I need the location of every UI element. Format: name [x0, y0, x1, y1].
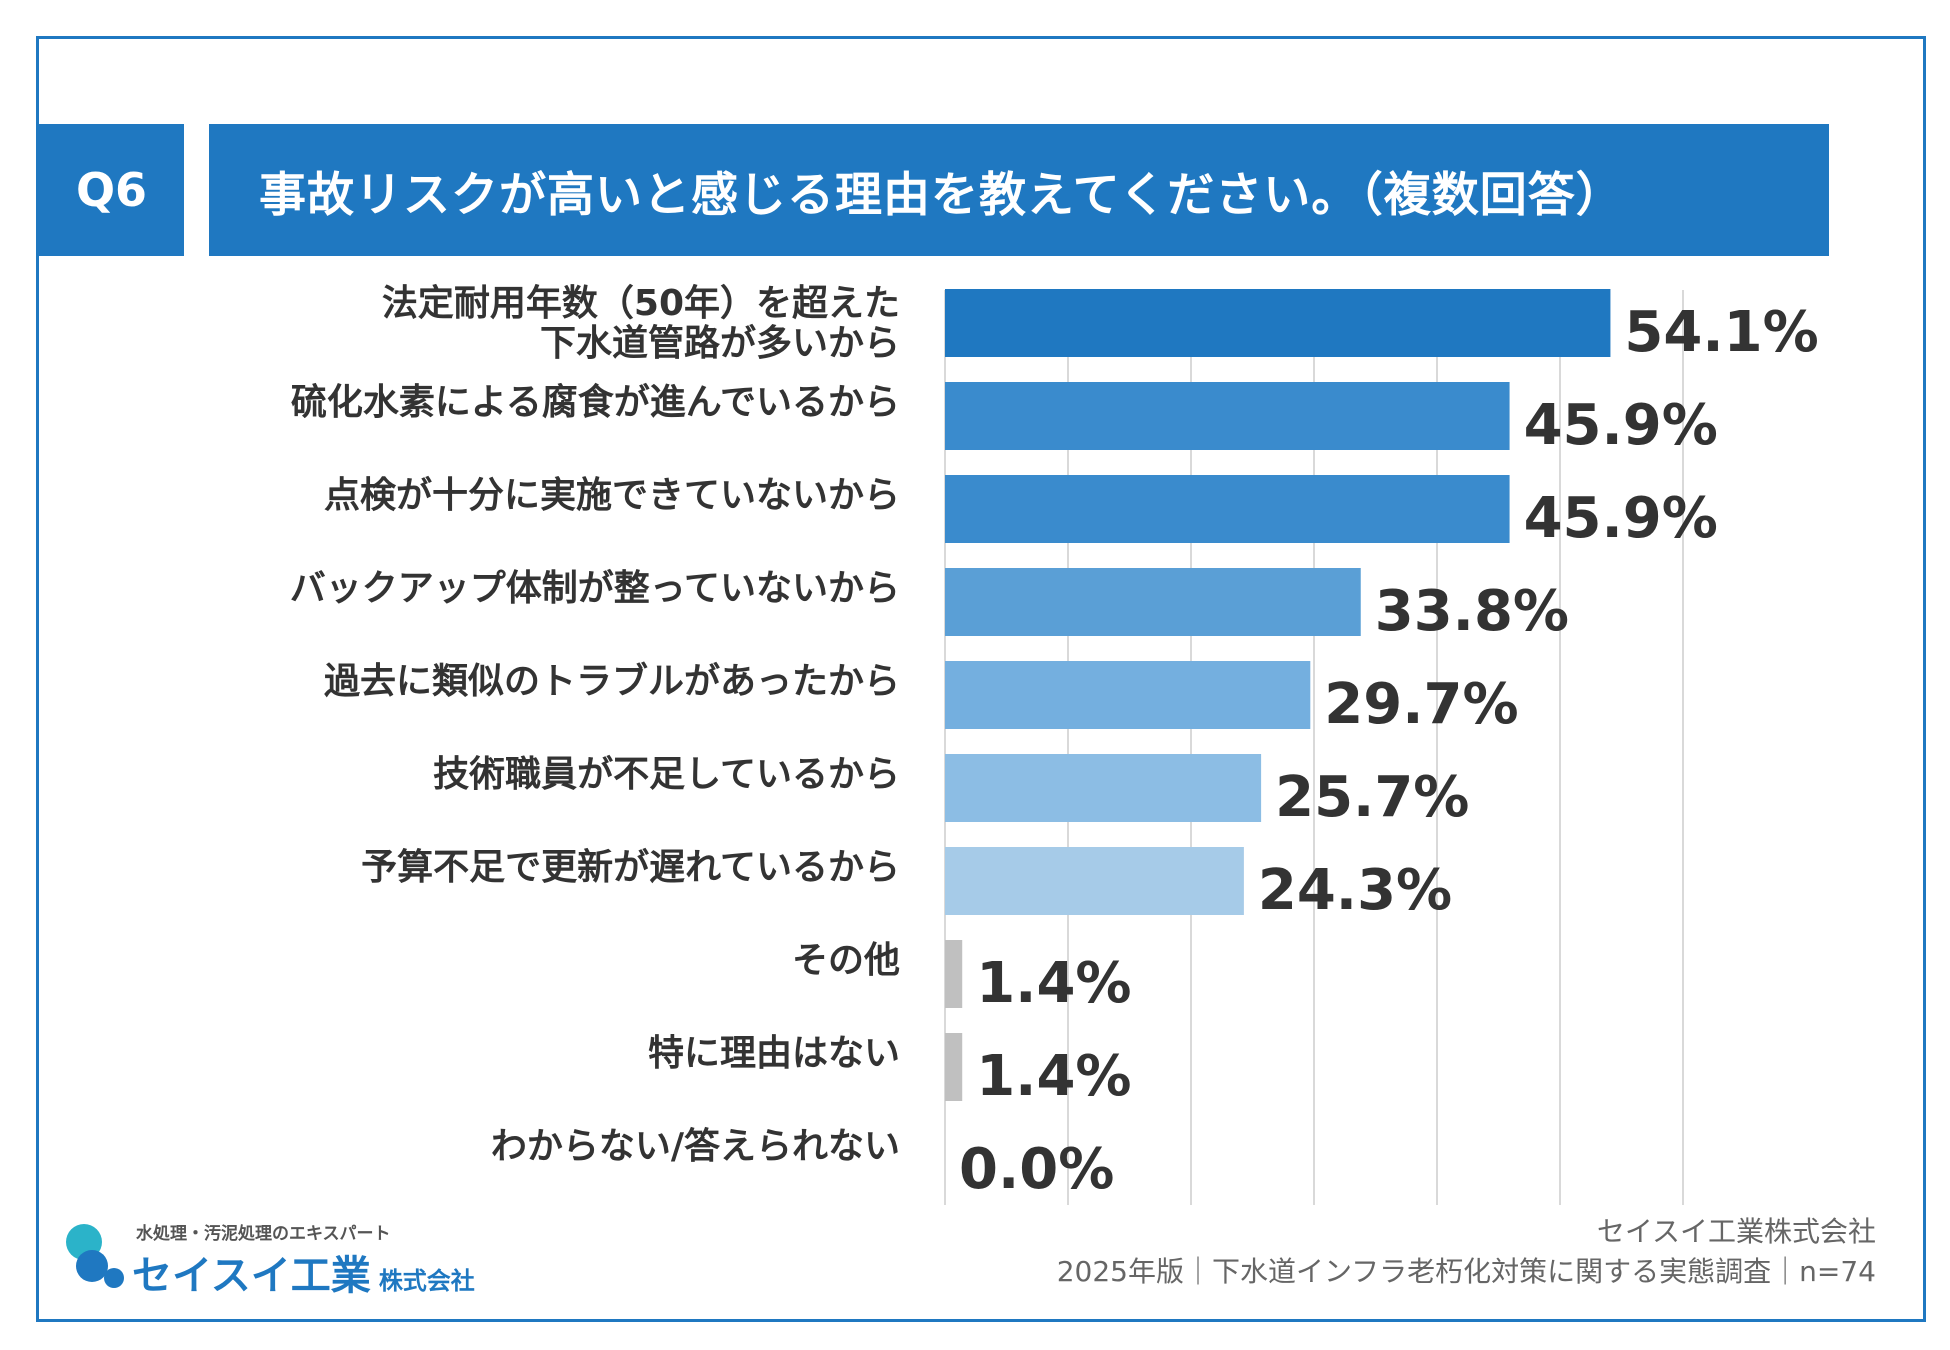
company-logo: 水処理・汚泥処理のエキスパート セイスイ工業 株式会社 [62, 1215, 502, 1305]
category-label: 過去に類似のトラブルがあったから [324, 660, 900, 702]
category-label: 特に理由はない [648, 1033, 900, 1074]
bar [945, 382, 1510, 450]
category-label: 技術職員が不足しているから [433, 754, 900, 795]
data-label: 1.4% [976, 951, 1131, 1016]
bar [945, 289, 1611, 357]
data-label: 1.4% [976, 1044, 1131, 1109]
footer: セイスイ工業株式会社 2025年版｜下水道インフラ老朽化対策に関する実態調査｜n… [1057, 1212, 1876, 1292]
data-label: 45.9% [1524, 393, 1718, 458]
data-label: 54.1% [1624, 300, 1818, 365]
category-label: バックアップ体制が整っていないから [290, 568, 900, 609]
footer-company: セイスイ工業株式会社 [1596, 1215, 1876, 1248]
category-label: その他 [792, 940, 900, 981]
question-title: 事故リスクが高いと感じる理由を教えてください。（複数回答） [209, 124, 1829, 256]
category-label: 下水道管路が多いから [540, 323, 900, 364]
bar [945, 940, 963, 1008]
logo-name: セイスイ工業 株式会社 [132, 1243, 475, 1301]
footer-survey: 2025年版｜下水道インフラ老朽化対策に関する実態調査｜n=74 [1056, 1255, 1876, 1288]
bar [945, 754, 1262, 822]
question-badge: Q6 [39, 124, 184, 256]
bar [945, 847, 1244, 915]
data-label: 0.0% [959, 1137, 1114, 1202]
category-label: 点検が十分に実施できていないから [324, 475, 900, 516]
data-label: 45.9% [1524, 486, 1718, 551]
bar [945, 475, 1510, 543]
data-label: 25.7% [1275, 765, 1469, 830]
category-label: 法定耐用年数（50年）を超えた [382, 283, 900, 324]
logo-tagline: 水処理・汚泥処理のエキスパート [136, 1224, 391, 1244]
bar [945, 568, 1361, 636]
bar [945, 1033, 963, 1101]
chart-frame: Q6 事故リスクが高いと感じる理由を教えてください。（複数回答） [36, 36, 1926, 1322]
logo-name-suffix: 株式会社 [378, 1267, 475, 1295]
category-label: わからない/答えられない [491, 1126, 900, 1167]
data-label: 24.3% [1258, 858, 1452, 923]
category-label: 予算不足で更新が遅れているから [361, 847, 900, 888]
data-label: 29.7% [1324, 672, 1518, 737]
logo-name-main: セイスイ工業 [132, 1253, 371, 1299]
data-label: 33.8% [1375, 579, 1569, 644]
bar [945, 661, 1311, 729]
category-label: 硫化水素による腐食が進んでいるから [291, 382, 900, 423]
logo-drops-icon [66, 1224, 124, 1288]
